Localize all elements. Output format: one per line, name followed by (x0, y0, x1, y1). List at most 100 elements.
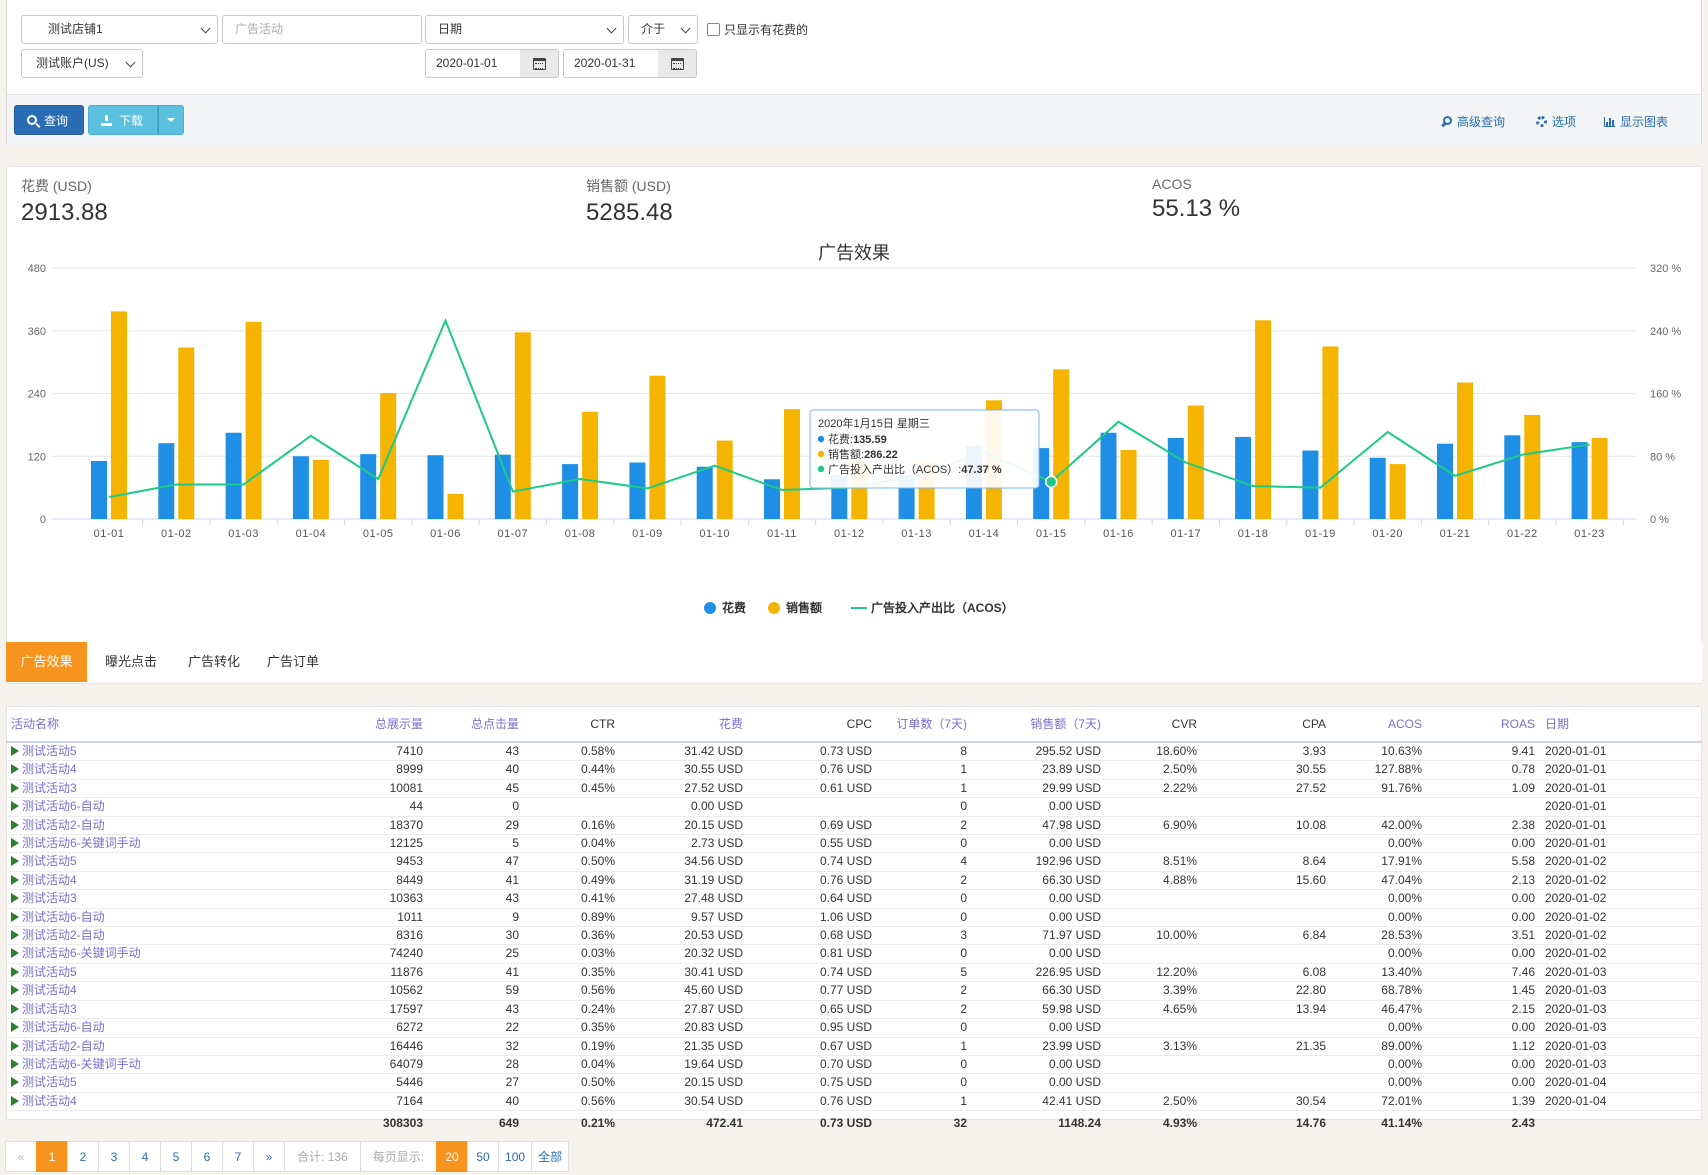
campaign-name-link[interactable]: 测试活动5 (22, 854, 77, 869)
campaign-name-cell[interactable]: 测试活动5 (6, 963, 366, 983)
tab-orders[interactable]: 广告订单 (266, 654, 319, 669)
prev-page-button[interactable]: « (5, 1141, 37, 1172)
campaign-name-cell[interactable]: 测试活动4 (6, 871, 366, 891)
play-icon[interactable] (11, 1003, 19, 1014)
date-from-input[interactable]: 2020-01-01 (425, 49, 521, 78)
campaign-name-link[interactable]: 测试活动2-自动 (22, 928, 105, 943)
campaign-name-cell[interactable]: 测试活动6-关键词手动 (6, 834, 366, 854)
play-icon[interactable] (11, 911, 19, 922)
query-button[interactable]: 查询 (14, 105, 84, 135)
play-icon[interactable] (11, 1077, 19, 1088)
tab-ad-performance[interactable]: 广告效果 (6, 642, 87, 682)
shop-select[interactable]: 测试店铺1 (21, 15, 218, 44)
play-icon[interactable] (11, 838, 19, 849)
play-icon[interactable] (11, 874, 19, 885)
campaign-name-cell[interactable]: 测试活动3 (6, 889, 366, 909)
per-page-option[interactable]: 100 (498, 1141, 533, 1172)
only-spend-checkbox[interactable] (707, 23, 720, 36)
column-header[interactable]: 总展示量 (366, 706, 427, 743)
campaign-name-link[interactable]: 测试活动3 (22, 891, 77, 906)
download-dropdown-toggle[interactable] (158, 105, 184, 135)
column-header[interactable]: 活动名称 (6, 706, 366, 743)
play-icon[interactable] (11, 819, 19, 830)
tab-impressions-clicks[interactable]: 曝光点击 (104, 654, 157, 669)
next-page-button[interactable]: » (253, 1141, 285, 1172)
campaign-name-link[interactable]: 测试活动6-关键词手动 (22, 836, 141, 851)
play-icon[interactable] (11, 948, 19, 959)
column-header[interactable]: ROAS (1426, 706, 1539, 743)
campaign-name-cell[interactable]: 测试活动3 (6, 779, 366, 799)
page-button-2[interactable]: 2 (67, 1141, 99, 1172)
column-header[interactable]: CPA (1201, 706, 1330, 743)
campaign-name-cell[interactable]: 测试活动4 (6, 1092, 366, 1112)
play-icon[interactable] (11, 893, 19, 904)
campaign-name-cell[interactable]: 测试活动2-自动 (6, 816, 366, 836)
column-header[interactable]: 销售额（7天) (971, 706, 1105, 743)
campaign-name-link[interactable]: 测试活动4 (22, 1093, 77, 1108)
column-header[interactable]: 花费 (619, 706, 747, 743)
campaign-name-cell[interactable]: 测试活动2-自动 (6, 1037, 366, 1056)
campaign-name-cell[interactable]: 测试活动6-自动 (6, 908, 366, 928)
campaign-name-link[interactable]: 测试活动6-自动 (22, 909, 105, 924)
campaign-name-cell[interactable]: 测试活动6-自动 (6, 797, 366, 817)
campaign-name-cell[interactable]: 测试活动4 (6, 981, 366, 1001)
campaign-input[interactable]: 广告活动 (222, 15, 422, 44)
page-button-1[interactable]: 1 (36, 1141, 68, 1172)
play-icon[interactable] (11, 746, 19, 756)
campaign-name-cell[interactable]: 测试活动5 (6, 742, 366, 762)
page-button-5[interactable]: 5 (160, 1141, 192, 1172)
page-button-7[interactable]: 7 (222, 1141, 254, 1172)
play-icon[interactable] (11, 985, 19, 996)
play-icon[interactable] (11, 1095, 19, 1106)
column-header[interactable]: ACOS (1330, 706, 1426, 743)
campaign-name-link[interactable]: 测试活动6-自动 (22, 799, 105, 814)
campaign-name-cell[interactable]: 测试活动3 (6, 1000, 366, 1020)
per-page-option[interactable]: 50 (467, 1141, 500, 1172)
campaign-name-cell[interactable]: 测试活动6-关键词手动 (6, 944, 366, 964)
page-button-3[interactable]: 3 (98, 1141, 130, 1172)
campaign-name-link[interactable]: 测试活动3 (22, 780, 77, 795)
campaign-name-link[interactable]: 测试活动4 (22, 983, 77, 998)
date-field-select[interactable]: 日期 (425, 15, 624, 44)
per-page-option[interactable]: 20 (436, 1141, 469, 1172)
campaign-name-link[interactable]: 测试活动6-关键词手动 (22, 1056, 141, 1071)
date-to-input[interactable]: 2020-01-31 (563, 49, 659, 78)
campaign-name-link[interactable]: 测试活动4 (22, 762, 77, 777)
campaign-name-cell[interactable]: 测试活动5 (6, 852, 366, 872)
column-header[interactable]: 日期 (1539, 706, 1702, 743)
download-button[interactable]: 下载 (88, 105, 158, 135)
campaign-name-cell[interactable]: 测试活动4 (6, 760, 366, 780)
campaign-name-link[interactable]: 测试活动6-自动 (22, 1020, 105, 1035)
column-header[interactable]: CPC (747, 706, 876, 743)
page-button-6[interactable]: 6 (191, 1141, 223, 1172)
column-header[interactable]: CTR (523, 706, 619, 743)
play-icon[interactable] (11, 966, 19, 977)
show-chart-link[interactable]: 显示图表 (1604, 113, 1668, 130)
play-icon[interactable] (11, 764, 19, 775)
column-header[interactable]: 总点击量 (427, 706, 523, 743)
column-header[interactable]: 订单数（7天) (876, 706, 971, 743)
campaign-name-cell[interactable]: 测试活动6-自动 (6, 1018, 366, 1038)
campaign-name-link[interactable]: 测试活动2-自动 (22, 817, 105, 832)
campaign-name-link[interactable]: 测试活动2-自动 (22, 1038, 105, 1053)
campaign-name-cell[interactable]: 测试活动2-自动 (6, 926, 366, 946)
date-from-calendar-button[interactable] (520, 49, 559, 78)
campaign-name-link[interactable]: 测试活动5 (22, 744, 77, 758)
account-select[interactable]: 测试账户(US) (21, 49, 143, 78)
operator-select[interactable]: 介于 (628, 15, 698, 44)
play-icon[interactable] (11, 782, 19, 793)
page-button-4[interactable]: 4 (129, 1141, 161, 1172)
play-icon[interactable] (11, 1022, 19, 1033)
campaign-name-link[interactable]: 测试活动3 (22, 1001, 77, 1016)
campaign-name-link[interactable]: 测试活动5 (22, 1075, 77, 1090)
date-to-calendar-button[interactable] (658, 49, 697, 78)
column-header[interactable]: CVR (1105, 706, 1201, 743)
campaign-name-cell[interactable]: 测试活动6-关键词手动 (6, 1055, 366, 1075)
only-spend-checkbox-wrap[interactable]: 只显示有花费的 (707, 21, 808, 38)
play-icon[interactable] (11, 1040, 19, 1051)
campaign-name-link[interactable]: 测试活动4 (22, 872, 77, 887)
campaign-name-cell[interactable]: 测试活动5 (6, 1073, 366, 1093)
advanced-query-link[interactable]: 高级查询 (1441, 113, 1505, 130)
play-icon[interactable] (11, 930, 19, 941)
campaign-name-link[interactable]: 测试活动6-关键词手动 (22, 946, 141, 961)
